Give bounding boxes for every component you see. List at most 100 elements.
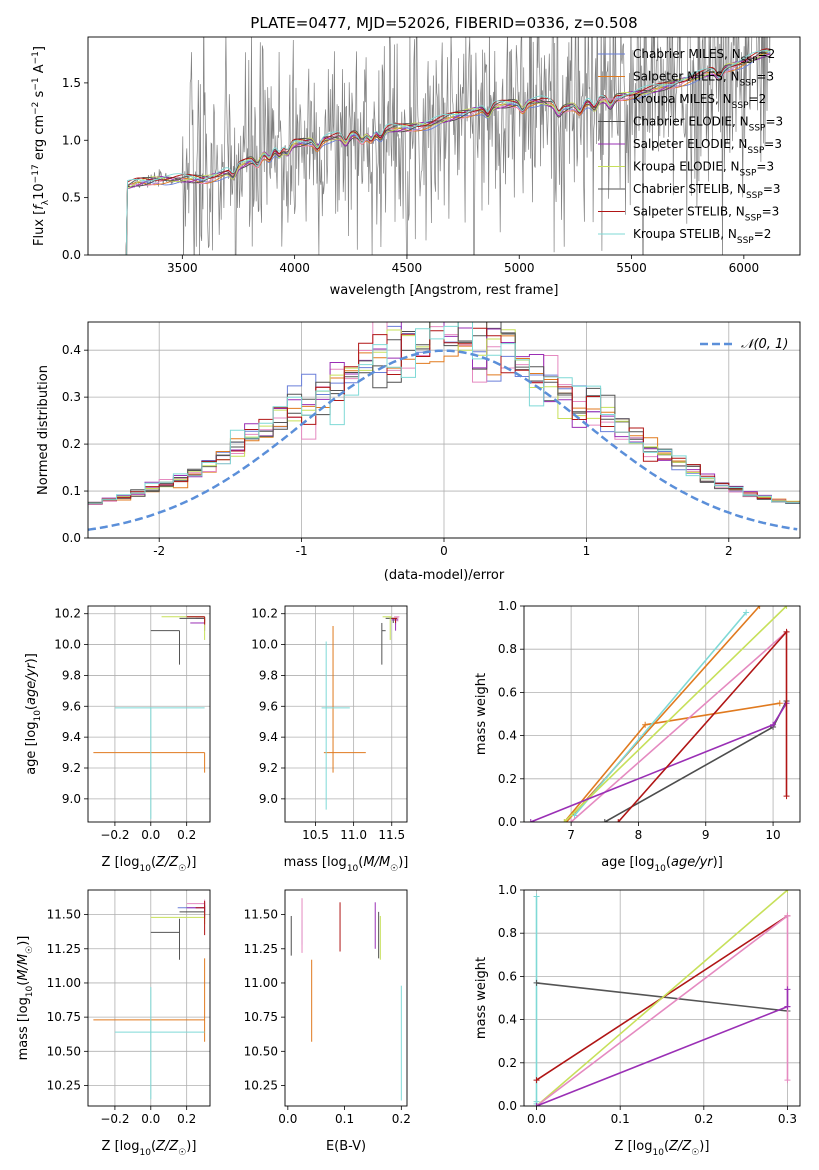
label-part: )] (713, 855, 723, 870)
x-tick-label: 1 (583, 544, 591, 558)
x-tick-label: 9 (702, 828, 710, 842)
label-part: M/M (16, 954, 31, 981)
label-part: SSP (747, 146, 764, 156)
label-part: SSP (749, 124, 766, 134)
label-part: 10 (347, 864, 359, 874)
y-tick-label: 10.50 (244, 1044, 278, 1058)
weight-line-7 (530, 702, 788, 822)
panel-age-vs-Z: −0.2 0.0 0.29.09.29.49.69.810.010.2Z [log1… (24, 605, 211, 874)
legend-normal-label: 𝒩(0, 1) (741, 337, 788, 352)
legend-entry: Salpeter ELODIE, NSSP=3 (633, 137, 782, 156)
label-part: Z [ (102, 1139, 120, 1154)
label-part: age [ (601, 855, 634, 870)
label-part: M/M (363, 855, 390, 870)
residual-histogram-9 (88, 322, 800, 506)
legend-entry: Kroupa STELIB, NSSP=2 (633, 227, 771, 246)
axes-frame (523, 605, 801, 823)
y-tick-label: 0.2 (498, 772, 517, 786)
weight-line-6 (604, 700, 788, 822)
plot-area-mass-vs-ebv (290, 898, 402, 1101)
label-part: log (635, 855, 655, 870)
label-part: ☉ (178, 1148, 186, 1158)
axes-frame (284, 605, 408, 823)
x-tick-label: −0.2 (100, 828, 129, 842)
label-part: Salpeter ELODIE, N (633, 137, 747, 151)
y-tick-label: 10.0 (54, 638, 81, 652)
x-tick-label: -2 (153, 544, 165, 558)
x-axis-label: (data-model)/error (384, 568, 505, 583)
y-tick-label: 11.25 (244, 942, 278, 956)
weight-marker (571, 812, 578, 819)
label-part: Chabrier MILES, N (633, 47, 741, 61)
label-part: −17 (31, 164, 41, 183)
x-tick-label: 11.0 (340, 828, 367, 842)
label-part: )] (24, 653, 39, 663)
y-tick-label: 0.0 (62, 248, 81, 262)
label-part: mass [ (16, 1017, 31, 1060)
label-part: 10 (654, 864, 666, 874)
label-part: ( (16, 981, 31, 986)
panel-mass-vs-Z: −0.2 0.0 0.2 10.25 10.50 10.75 11.00 11.25 11.50… (16, 889, 211, 1158)
label-part: log (327, 855, 347, 870)
figure-title: PLATE=0477, MJD=52026, FIBERID=0336, z=0… (250, 14, 637, 32)
label-part: s (32, 90, 47, 101)
y-tick-label: 9.8 (259, 668, 278, 682)
weight-line-5 (535, 890, 789, 1106)
weight-marker (533, 1103, 540, 1106)
y-tick-label: 9.4 (259, 730, 278, 744)
legend-entry: Chabrier ELODIE, NSSP=3 (633, 115, 783, 134)
panel-residuals: -2 -1 0 1 2 0.0 0.1 0.2 0.3 0.4 𝒩(0, 1) (data-model… (36, 321, 801, 583)
model-spectrum-9 (119, 50, 771, 255)
y-tick-label: 9.4 (62, 730, 81, 744)
label-part: ( (151, 1139, 156, 1154)
y-tick-label: 11.50 (47, 908, 81, 922)
x-axis-label: wavelength [Angstrom, rest frame] (330, 283, 559, 298)
y-tick-label: 11.00 (244, 976, 278, 990)
weight-marker (527, 819, 534, 822)
label-part: SSP (737, 236, 754, 246)
weight-marker (615, 819, 622, 822)
label-part: 10 (32, 183, 47, 200)
label-part: age/yr (24, 662, 39, 705)
x-tick-label: -1 (296, 544, 308, 558)
weight-marker (784, 890, 791, 893)
y-tick-label: 11.25 (47, 942, 81, 956)
label-part: Kroupa MILES, N (633, 92, 732, 106)
y-tick-label: 10.50 (47, 1044, 81, 1058)
legend-entry: Chabrier STELIB, NSSP=3 (633, 182, 781, 201)
y-tick-label: 9.0 (62, 792, 81, 806)
weight-line-5 (570, 631, 788, 822)
y-tick-label: 11.00 (47, 976, 81, 990)
y-tick-label: 0.2 (62, 437, 81, 451)
label-part: log (24, 722, 39, 742)
plot-area-weight-vs-Z (533, 890, 791, 1106)
x-tick-label: 0.2 (694, 1112, 713, 1126)
label-part: Z/Z (155, 855, 179, 870)
label-part: =3 (762, 205, 780, 219)
label-part: ] (32, 46, 47, 51)
label-part: 10 (139, 1148, 151, 1158)
axes-frame (87, 36, 801, 256)
weight-marker (533, 893, 540, 900)
x-tick-label: 0.0 (278, 1112, 297, 1126)
x-tick-label: 11.5 (378, 828, 405, 842)
weight-marker (783, 628, 790, 635)
label-part: )] (186, 855, 196, 870)
x-tick-label: 0.0 (527, 1112, 546, 1126)
label-part: SSP (745, 214, 762, 224)
x-tick-label: 3500 (167, 261, 198, 275)
y-tick-label: 0.0 (62, 531, 81, 545)
y-tick-label: 1.0 (498, 883, 517, 897)
x-tick-label: 5500 (616, 261, 647, 275)
label-part: Z [ (615, 1139, 633, 1154)
label-part: Salpeter STELIB, N (633, 205, 745, 219)
label-part: Z [ (102, 855, 120, 870)
label-part: SSP (732, 101, 749, 111)
plot-area-residuals (88, 322, 800, 532)
legend-entry: Chabrier MILES, NSSP=2 (633, 47, 775, 66)
y-tick-label: 1.5 (62, 76, 81, 90)
y-tick-label: 9.8 (62, 668, 81, 682)
label-part: =3 (756, 70, 774, 84)
